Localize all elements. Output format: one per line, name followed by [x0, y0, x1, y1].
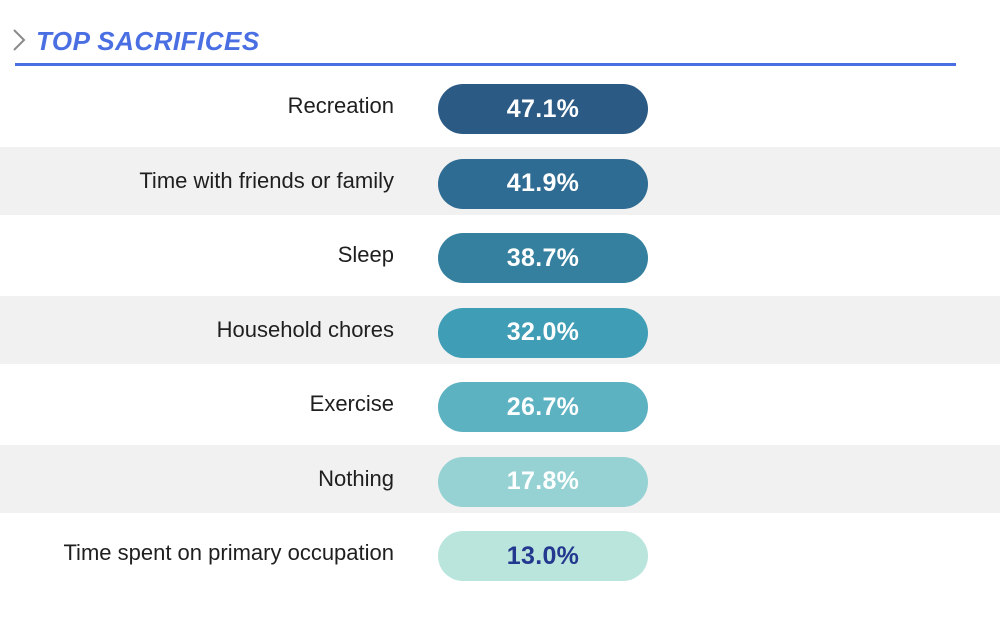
header-divider [15, 63, 956, 66]
category-label: Time with friends or family [139, 167, 394, 193]
section-header: TOP SACRIFICES [0, 0, 1000, 66]
value-pill: 17.8% [438, 456, 648, 507]
value-pill: 32.0% [438, 307, 648, 358]
category-label: Sleep [337, 242, 394, 267]
chart-row: Recreation 47.1% [0, 72, 1000, 140]
chart-row: Time with friends or family 41.9% [0, 146, 1000, 215]
value-pill: 26.7% [438, 382, 648, 432]
value-pill: 13.0% [438, 531, 648, 581]
value-pill: 41.9% [438, 158, 648, 209]
category-label: Exercise [309, 391, 394, 416]
category-label: Time spent on primary occupation [63, 540, 394, 565]
category-label: Recreation [287, 93, 394, 118]
category-label: Household chores [216, 316, 394, 342]
value-pill: 38.7% [438, 233, 648, 283]
chart-row: Household chores 32.0% [0, 295, 1000, 364]
chart-row: Exercise 26.7% [0, 370, 1000, 438]
section-title: TOP SACRIFICES [36, 26, 260, 56]
category-label: Nothing [318, 465, 394, 491]
value-pill: 47.1% [438, 84, 648, 134]
chevron-right-icon [13, 29, 26, 51]
chart-row: Sleep 38.7% [0, 221, 1000, 289]
chart-row: Nothing 17.8% [0, 444, 1000, 513]
chart-row: Time spent on primary occupation 13.0% [0, 519, 1000, 587]
